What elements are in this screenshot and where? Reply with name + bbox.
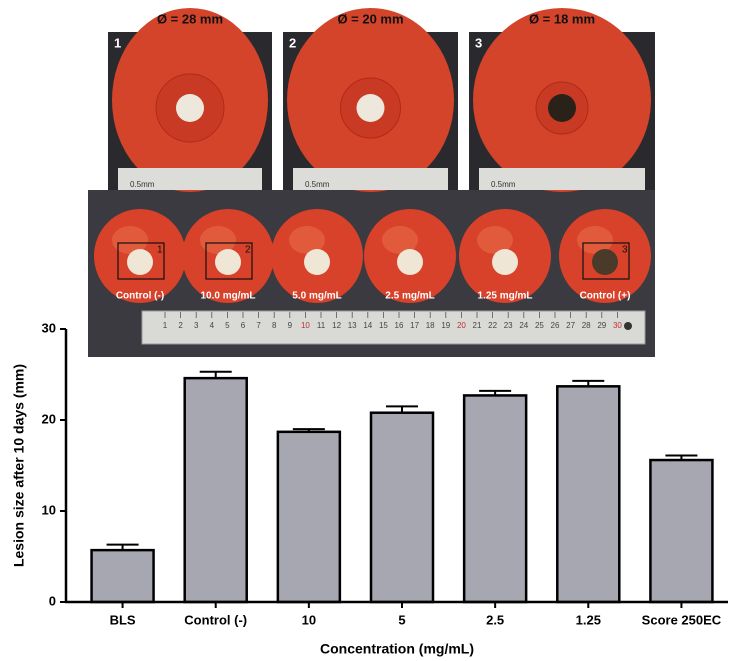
- box-number: 2: [245, 245, 251, 256]
- x-tick-label: 10: [302, 612, 316, 627]
- ruler-number: 22: [488, 321, 497, 330]
- ruler-number: 26: [551, 321, 560, 330]
- ruler-number: 8: [272, 321, 277, 330]
- inset-number: 1: [114, 35, 121, 50]
- box-number: 1: [157, 245, 163, 256]
- inset-mycelium: [548, 94, 576, 122]
- y-tick-label: 20: [42, 411, 56, 426]
- ruler-number: 30: [613, 321, 622, 330]
- tomato-label: 1.25 mg/mL: [477, 291, 532, 302]
- ruler-number: 29: [597, 321, 606, 330]
- tomato-label: 2.5 mg/mL: [385, 291, 434, 302]
- y-axis-label: Lesion size after 10 days (mm): [11, 364, 27, 567]
- ruler-number: 17: [410, 321, 419, 330]
- x-tick-label: 2.5: [486, 612, 504, 627]
- ruler-number: 21: [473, 321, 482, 330]
- ruler-number: 25: [535, 321, 544, 330]
- x-tick-label: BLS: [110, 612, 136, 627]
- inset-mycelium: [357, 94, 385, 122]
- page: {"chart_data": {"type": "bar", "xlabel":…: [0, 0, 734, 661]
- ruler-number: 7: [256, 321, 261, 330]
- tomato-label: 10.0 mg/mL: [200, 291, 255, 302]
- ruler-number: 14: [363, 321, 372, 330]
- ruler-number: 1: [163, 321, 168, 330]
- ruler-number: 3: [194, 321, 199, 330]
- ruler-number: 20: [457, 321, 466, 330]
- lesion: [592, 249, 618, 275]
- x-tick-label: 1.25: [576, 612, 601, 627]
- ruler-number: 2: [178, 321, 183, 330]
- lesion: [215, 249, 241, 275]
- ruler-number: 27: [566, 321, 575, 330]
- tomato-label: Control (-): [116, 291, 164, 302]
- inset-number: 2: [289, 35, 296, 50]
- ruler-number: 6: [241, 321, 246, 330]
- inset-diameter: Ø = 20 mm: [337, 11, 403, 26]
- lesion: [127, 249, 153, 275]
- x-axis-label: Concentration (mg/mL): [320, 641, 474, 657]
- bar: [464, 395, 526, 602]
- x-tick-label: Score 250EC: [642, 612, 722, 627]
- ruler-number: 10: [301, 321, 310, 330]
- ruler-number: 9: [288, 321, 293, 330]
- inset-scale: 0.5mm: [130, 180, 155, 189]
- ruler-number: 5: [225, 321, 230, 330]
- inset-scale: 0.5mm: [491, 180, 516, 189]
- bar: [278, 432, 340, 602]
- x-tick-label: Control (-): [184, 612, 247, 627]
- ruler-number: 24: [519, 321, 528, 330]
- bar: [650, 460, 712, 602]
- inset-mycelium: [176, 94, 204, 122]
- lesion: [397, 249, 423, 275]
- inset-diameter: Ø = 28 mm: [157, 11, 223, 26]
- ruler-number: 12: [332, 321, 341, 330]
- tomato-label: 5.0 mg/mL: [292, 291, 341, 302]
- ruler-number: 19: [441, 321, 450, 330]
- y-tick-label: 30: [42, 320, 56, 335]
- ruler-number: 23: [504, 321, 513, 330]
- ruler-number: 16: [395, 321, 404, 330]
- bar: [557, 386, 619, 602]
- bar: [371, 413, 433, 602]
- box-number: 3: [622, 245, 628, 256]
- ruler-number: 28: [582, 321, 591, 330]
- inset-number: 3: [475, 35, 482, 50]
- ruler-number: 13: [348, 321, 357, 330]
- y-tick-label: 10: [42, 502, 56, 517]
- ruler-number: 11: [317, 321, 326, 330]
- ruler-number: 15: [379, 321, 388, 330]
- x-tick-label: 5: [398, 612, 405, 627]
- ruler-number: 4: [210, 321, 215, 330]
- ruler-number: 18: [426, 321, 435, 330]
- bar: [92, 550, 154, 602]
- tomato-label: Control (+): [580, 291, 631, 302]
- lesion: [492, 249, 518, 275]
- inset-diameter: Ø = 18 mm: [529, 11, 595, 26]
- bar: [185, 378, 247, 602]
- inset-scale: 0.5mm: [305, 180, 330, 189]
- y-tick-label: 0: [49, 593, 56, 608]
- ruler-hole: [624, 322, 632, 330]
- lesion: [304, 249, 330, 275]
- figure: 1 Control (-) 2 10.0 mg/mL 5.0 mg/mL 2.5 mg/m…: [0, 0, 734, 661]
